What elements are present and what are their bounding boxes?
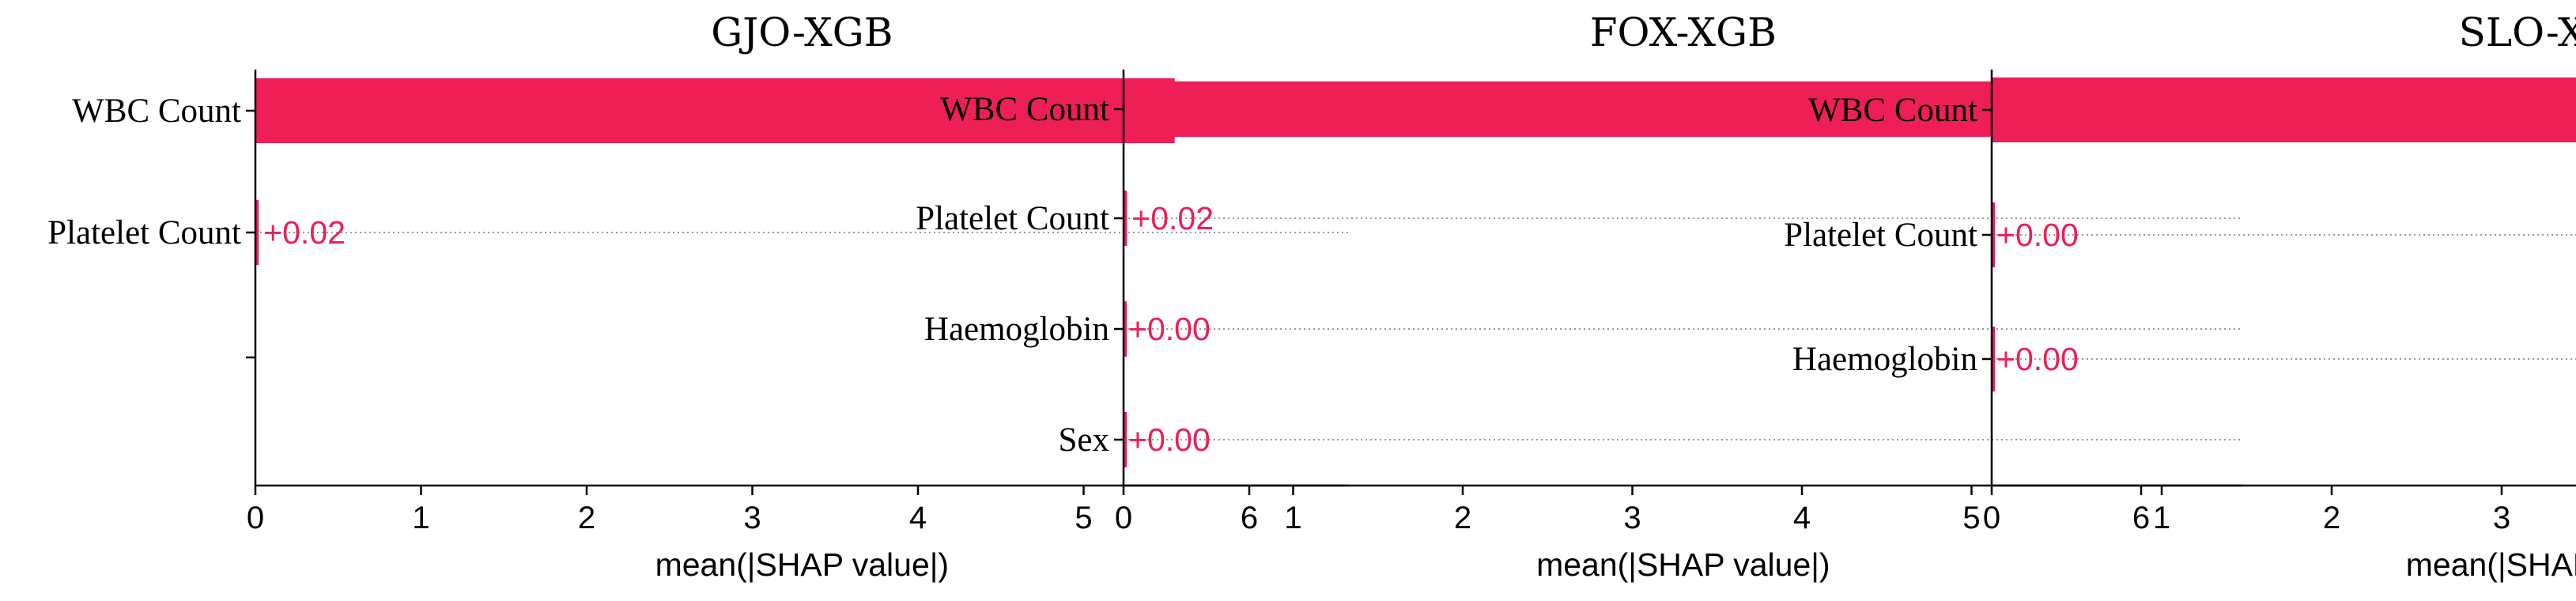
x-tick-label: 4: [1793, 501, 1811, 535]
x-tick-label: 0: [1983, 501, 2000, 535]
x-tick-label: 1: [2153, 501, 2170, 535]
x-tick-label: 1: [412, 501, 429, 535]
x-tick-label: 2: [2323, 501, 2340, 535]
x-tick-label: 4: [909, 501, 927, 535]
bar-haemoglobin: [1124, 301, 1127, 357]
x-tick-label: 5: [1962, 501, 1980, 535]
x-tick-label: 3: [1623, 501, 1641, 535]
bar-value-label: +0.00: [1996, 341, 2079, 377]
bar-value-label: +0.02: [263, 214, 346, 251]
x-tick-label: 6: [1241, 501, 1258, 535]
y-tick-label: WBC Count: [72, 93, 241, 130]
bar-platelet-count: [1124, 191, 1127, 246]
x-tick-label: 0: [247, 501, 264, 535]
x-tick-label: 2: [578, 501, 595, 535]
x-tick-label: 6: [2132, 501, 2150, 535]
bar-value-label: +0.02: [1131, 200, 1214, 236]
y-tick-label: WBC Count: [940, 91, 1109, 128]
x-tick-label: 1: [1284, 501, 1301, 535]
bar-value-label: +0.00: [1996, 217, 2079, 253]
x-axis-label: mean(|SHAP value|): [2406, 546, 2576, 583]
y-tick-label: Platelet Count: [916, 200, 1109, 237]
y-tick-label: WBC Count: [1808, 92, 1977, 129]
y-tick-label: Haemoglobin: [1792, 341, 1977, 378]
chart-title: SLO-XGB: [2459, 9, 2576, 55]
x-tick-label: 5: [1075, 501, 1092, 535]
y-tick-label: Haemoglobin: [924, 311, 1109, 348]
bar-sex: [1124, 412, 1127, 467]
bar-platelet-count: [1992, 202, 1995, 267]
bar-value-label: +0.00: [1128, 311, 1211, 347]
bar-haemoglobin: [1992, 327, 1995, 391]
x-tick-label: 0: [1115, 501, 1132, 535]
x-axis-label: mean(|SHAP value|): [655, 546, 949, 583]
x-tick-label: 2: [1454, 501, 1471, 535]
y-tick-label: Platelet Count: [1784, 217, 1977, 254]
x-axis-label: mean(|SHAP value|): [1536, 546, 1830, 583]
chart-title: FOX-XGB: [1590, 9, 1777, 55]
x-tick-label: 3: [2493, 501, 2510, 535]
bar-wbc-count: [1992, 77, 2576, 142]
y-tick-label: Sex: [1059, 421, 1110, 459]
bar-platelet-count: [255, 200, 259, 265]
bar-wbc-count: [255, 78, 1175, 143]
chart-title: GJO-XGB: [711, 9, 893, 55]
y-tick-label: Platelet Count: [47, 214, 241, 251]
bar-value-label: +0.00: [1128, 421, 1211, 458]
bar-wbc-count: [1124, 81, 2064, 137]
x-tick-label: 3: [743, 501, 761, 535]
